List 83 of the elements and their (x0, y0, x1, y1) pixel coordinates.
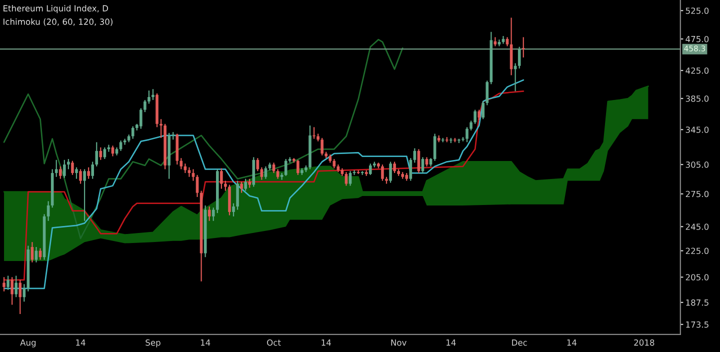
candlestick (87, 166, 90, 180)
candlestick (296, 159, 300, 176)
candlestick (518, 46, 521, 70)
y-tick-label: 345.0 (686, 126, 709, 133)
y-tick-label: 385.0 (686, 95, 709, 102)
y-tick-label: 525.0 (686, 8, 709, 14)
y-tick-label: 173.5 (686, 321, 708, 328)
candlestick (368, 163, 372, 176)
candlestick (466, 126, 468, 143)
line-series (3, 38, 404, 240)
candlestick (220, 168, 223, 190)
candlestick (160, 118, 162, 138)
candlestick (54, 159, 58, 178)
candlestick (63, 159, 66, 178)
candlestick (148, 90, 150, 104)
candlestick (389, 161, 392, 184)
y-tick-label: 425.0 (686, 67, 709, 74)
candlestick (381, 164, 384, 182)
candlestick (320, 137, 324, 156)
x-tick-label: Sep (146, 339, 160, 348)
candlestick (131, 126, 134, 140)
candlestick (140, 108, 142, 130)
x-tick-label: Oct (267, 339, 281, 346)
candlestick (14, 275, 18, 298)
candlestick (119, 140, 122, 152)
candlestick (10, 276, 14, 306)
x-tick-label: 14 (567, 340, 577, 346)
candlestick (208, 206, 211, 222)
candlestick (478, 109, 481, 120)
candlestick (75, 166, 78, 180)
y-tick-label: 305.0 (686, 162, 709, 168)
candlestick (470, 120, 472, 131)
candlestick (188, 166, 191, 178)
candlestick (152, 88, 154, 101)
x-tick-label: 14 (200, 340, 210, 346)
x-tick-label: 14 (76, 340, 86, 346)
candlestick (474, 109, 476, 124)
text: Ichimoku (20, 60, 120, 30) (4, 18, 112, 26)
candlestick (83, 168, 86, 222)
candlestick (224, 180, 227, 192)
candlestick (276, 168, 280, 180)
candlestick (232, 202, 235, 217)
x-tick-label: Aug (20, 340, 36, 348)
candlestick (192, 168, 195, 182)
candlestick (144, 99, 146, 113)
y-tick-label: 187.5 (686, 299, 708, 306)
x-tick-label: 14 (446, 340, 456, 346)
candlestick (348, 170, 352, 186)
candlestick (71, 160, 74, 176)
candlestick (2, 276, 6, 292)
x-tick-label: Nov (391, 340, 406, 346)
candlestick (486, 80, 489, 106)
candlestick (236, 180, 239, 210)
candlestick (6, 275, 10, 290)
candlestick (506, 36, 509, 47)
candlestick (22, 284, 26, 302)
candlestick (91, 161, 94, 180)
candlestick (482, 100, 485, 120)
candlestick (284, 158, 288, 176)
candlestick (67, 158, 70, 170)
x-tick-label: Dec (512, 340, 527, 346)
x-tick-label: 2018 (634, 339, 654, 346)
candlestick (18, 279, 22, 315)
x-tick-label: 14 (322, 340, 331, 346)
text: Ethereum Liquid Index, D (4, 5, 108, 14)
candlestick (99, 146, 102, 160)
candlestick (79, 168, 82, 184)
candlestick (352, 170, 356, 176)
y-tick-label: 245.0 (686, 224, 709, 230)
candlestick (409, 158, 412, 182)
y-tick-label: 225.0 (686, 248, 709, 254)
y-tick-label: 205.0 (686, 274, 709, 280)
candlestick (393, 161, 396, 174)
candlestick (95, 142, 98, 167)
candlestick (260, 166, 264, 180)
y-tick-label: 275.0 (686, 190, 709, 198)
candlestick (58, 166, 62, 180)
candlestick (244, 178, 247, 192)
candlestick (212, 207, 215, 222)
y-tick-label: 475.0 (686, 36, 709, 42)
candlestick (522, 36, 525, 58)
candlestick (240, 181, 243, 194)
candlestick (344, 172, 348, 186)
